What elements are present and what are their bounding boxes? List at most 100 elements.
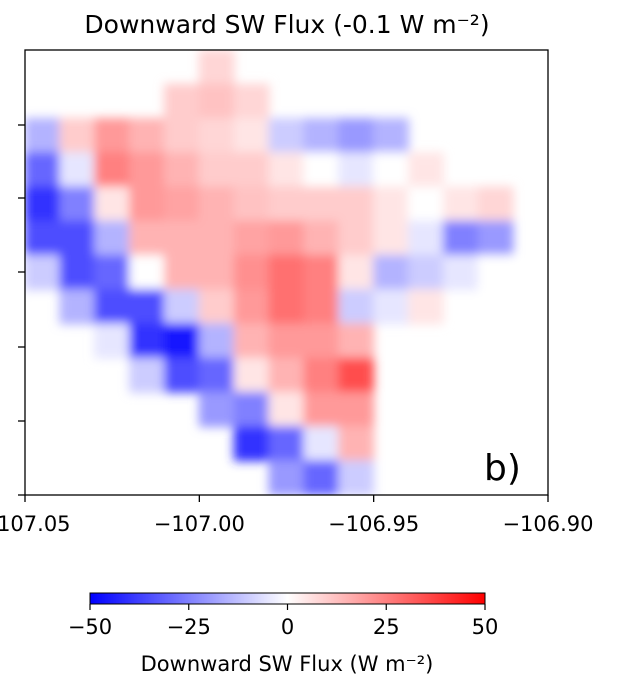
field-cell bbox=[163, 357, 200, 393]
field-cell bbox=[163, 220, 200, 256]
field-cell bbox=[338, 357, 375, 393]
field-cell bbox=[198, 152, 235, 188]
field-cell bbox=[408, 220, 444, 256]
field-cell bbox=[442, 254, 479, 291]
field-cell bbox=[303, 357, 340, 393]
field-cell bbox=[233, 83, 270, 119]
field-cell bbox=[198, 83, 235, 119]
field-cell bbox=[59, 152, 96, 188]
colorbar-tick-label: 25 bbox=[373, 615, 400, 639]
field-cell bbox=[268, 254, 305, 291]
field-cell bbox=[94, 254, 131, 291]
colorbar-label: Downward SW Flux (W m⁻²) bbox=[141, 652, 434, 676]
field-cell bbox=[338, 426, 375, 462]
field-cell bbox=[268, 357, 305, 393]
field-cell bbox=[442, 186, 479, 222]
field-cell bbox=[233, 391, 270, 428]
field-cell bbox=[303, 426, 340, 462]
field-cell bbox=[338, 391, 375, 428]
field-cell bbox=[198, 50, 235, 85]
field-cell bbox=[233, 323, 270, 359]
chart-title: Downward SW Flux (-0.1 W m⁻²) bbox=[84, 10, 489, 39]
field-cell bbox=[268, 220, 305, 256]
field-cell bbox=[163, 186, 200, 222]
field-cell bbox=[268, 186, 305, 222]
field-cell bbox=[268, 289, 305, 325]
field-cell bbox=[163, 323, 200, 359]
field-cell bbox=[198, 391, 235, 428]
field-cell bbox=[94, 186, 131, 222]
x-tick-label: −106.95 bbox=[328, 512, 419, 536]
field-cell bbox=[268, 391, 305, 428]
field-cell bbox=[338, 460, 375, 495]
field-cell bbox=[303, 254, 340, 291]
field-cell bbox=[233, 152, 270, 188]
field-cell bbox=[233, 357, 270, 393]
field-cell bbox=[94, 220, 131, 256]
field-cell bbox=[25, 117, 61, 154]
field-cell bbox=[303, 152, 340, 188]
field bbox=[25, 50, 514, 495]
field-cell bbox=[129, 152, 165, 188]
field-cell bbox=[59, 254, 96, 291]
field-cell bbox=[163, 152, 200, 188]
field-cell bbox=[233, 426, 270, 462]
field-cell bbox=[59, 117, 96, 154]
field-cell bbox=[408, 254, 444, 291]
field-cell bbox=[198, 186, 235, 222]
field-cell bbox=[94, 289, 131, 325]
field-cell bbox=[268, 426, 305, 462]
field-cell bbox=[303, 460, 340, 495]
field-cell bbox=[338, 254, 375, 291]
field-cell bbox=[268, 460, 305, 495]
field-cell bbox=[303, 220, 340, 256]
field-cell bbox=[129, 289, 165, 325]
field-cell bbox=[163, 117, 200, 154]
field-cell bbox=[25, 186, 61, 222]
field-cell bbox=[338, 323, 375, 359]
field-cell bbox=[233, 117, 270, 154]
field-cell bbox=[373, 289, 410, 325]
field-cell bbox=[303, 186, 340, 222]
field-cell bbox=[198, 220, 235, 256]
colorbar-tick-label: 0 bbox=[281, 615, 294, 639]
field-cell bbox=[303, 323, 340, 359]
field-cell bbox=[303, 117, 340, 154]
field-cell bbox=[268, 152, 305, 188]
field-cell bbox=[129, 220, 165, 256]
field-cell bbox=[373, 152, 410, 188]
field-cell bbox=[338, 289, 375, 325]
field-cell bbox=[408, 152, 444, 188]
field-cell bbox=[408, 186, 444, 222]
field-cell bbox=[303, 289, 340, 325]
field-cell bbox=[94, 152, 131, 188]
field-cell bbox=[233, 289, 270, 325]
field-cell bbox=[129, 117, 165, 154]
field-cell bbox=[338, 117, 375, 154]
field-cell bbox=[373, 220, 410, 256]
field-cell bbox=[373, 254, 410, 291]
field-cell bbox=[25, 152, 61, 188]
field-cell bbox=[303, 391, 340, 428]
field-cell bbox=[163, 289, 200, 325]
field-cell bbox=[477, 220, 514, 256]
field-cell bbox=[442, 220, 479, 256]
field-cell bbox=[94, 323, 131, 359]
field-cell bbox=[233, 186, 270, 222]
field-cell bbox=[163, 254, 200, 291]
field-cell bbox=[198, 323, 235, 359]
field-cell bbox=[129, 186, 165, 222]
field-cell bbox=[198, 289, 235, 325]
field-cell bbox=[59, 220, 96, 256]
field-cell bbox=[163, 83, 200, 119]
field-cell bbox=[373, 117, 410, 154]
colorbar bbox=[89, 592, 486, 605]
field-cell bbox=[198, 254, 235, 291]
field-cell bbox=[198, 357, 235, 393]
field-cell bbox=[25, 254, 61, 291]
field-cell bbox=[59, 186, 96, 222]
field-cell bbox=[373, 186, 410, 222]
field-cell bbox=[233, 254, 270, 291]
field-cell bbox=[129, 254, 165, 291]
